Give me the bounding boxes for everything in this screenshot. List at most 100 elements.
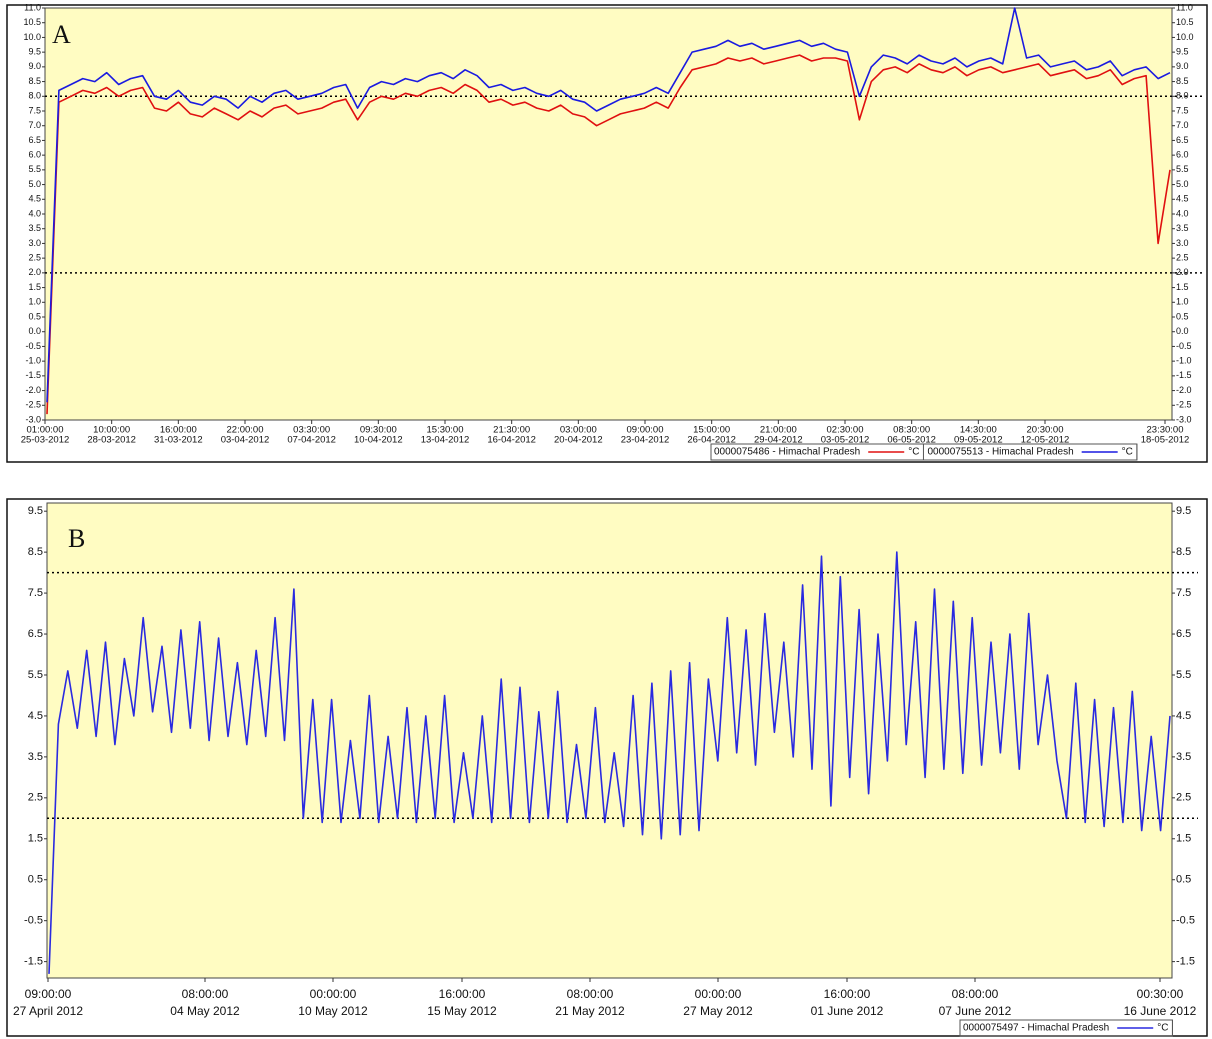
y-tick-label: 5.0 (28, 179, 41, 189)
y-tick-label: 11.0 (24, 2, 41, 12)
x-tick-date: 18-05-2012 (1141, 435, 1190, 446)
x-tick-date: 03-04-2012 (221, 435, 270, 446)
x-tick-date: 15 May 2012 (427, 1004, 497, 1018)
y-tick-label-right: 2.0 (1176, 267, 1189, 277)
y-tick-label-right: 4.5 (1176, 710, 1191, 722)
x-tick-time: 16:00:00 (160, 425, 197, 436)
y-tick-label: 9.0 (28, 61, 41, 71)
y-tick-label: 1.5 (28, 833, 43, 845)
y-tick-label: 7.0 (28, 120, 41, 130)
x-tick-date: 31-03-2012 (154, 435, 203, 446)
panel-a-plot (44, 7, 1173, 421)
y-tick-label-right: 4.5 (1176, 194, 1189, 204)
x-tick-date: 16-04-2012 (487, 435, 536, 446)
legend-label: 0000075513 - Himachal Pradesh (927, 447, 1073, 458)
y-tick-label-right: -1.0 (1176, 356, 1192, 366)
y-tick-label: -3.0 (25, 414, 41, 424)
x-tick-date: 12-05-2012 (1021, 435, 1070, 446)
x-tick-time: 01:00:00 (27, 425, 64, 436)
y-tick-label: 4.0 (28, 208, 41, 218)
legend-box (710, 443, 1138, 461)
x-tick-date: 13-04-2012 (421, 435, 470, 446)
y-tick-label: 6.5 (28, 628, 43, 640)
x-tick-date: 16 June 2012 (1124, 1004, 1197, 1018)
y-tick-label-right: 3.5 (1176, 223, 1189, 233)
legend-unit: °C (1157, 1023, 1168, 1034)
x-tick-date: 10 May 2012 (298, 1004, 368, 1018)
y-tick-label-right: -3.0 (1176, 414, 1192, 424)
y-tick-label-right: 10.5 (1176, 17, 1194, 27)
x-tick-time: 03:30:00 (293, 425, 330, 436)
x-tick-time: 15:00:00 (693, 425, 730, 436)
y-tick-label-right: -0.5 (1176, 915, 1195, 927)
x-tick-time: 20:30:00 (1027, 425, 1064, 436)
x-tick-time: 03:00:00 (560, 425, 597, 436)
y-tick-label-right: -2.5 (1176, 400, 1192, 410)
y-tick-label-right: 8.5 (1176, 76, 1189, 86)
x-tick-time: 10:00:00 (93, 425, 130, 436)
x-tick-time: 14:30:00 (960, 425, 997, 436)
y-tick-label-right: 6.0 (1176, 150, 1189, 160)
y-tick-label: 4.5 (28, 710, 43, 722)
y-tick-label: -1.5 (24, 956, 43, 968)
y-tick-label: 0.5 (28, 874, 43, 886)
y-tick-label-right: 11.0 (1176, 2, 1193, 12)
y-tick-label: 4.5 (28, 194, 41, 204)
x-tick-time: 00:00:00 (310, 987, 357, 1001)
y-tick-label-right: 7.5 (1176, 105, 1189, 115)
y-tick-label: 7.5 (28, 587, 43, 599)
x-tick-time: 00:00:00 (695, 987, 742, 1001)
y-tick-label: 6.0 (28, 150, 41, 160)
x-tick-date: 28-03-2012 (87, 435, 136, 446)
y-tick-label-right: 1.0 (1176, 297, 1189, 307)
y-tick-label: 8.5 (28, 546, 43, 558)
legend-box (959, 1019, 1173, 1037)
x-tick-date: 01 June 2012 (811, 1004, 884, 1018)
x-tick-date: 23-04-2012 (621, 435, 670, 446)
x-tick-date: 07-04-2012 (287, 435, 336, 446)
y-tick-label: -0.5 (25, 341, 41, 351)
y-tick-label-right: 6.5 (1176, 135, 1189, 145)
x-tick-time: 08:00:00 (952, 987, 999, 1001)
x-tick-date: 10-04-2012 (354, 435, 403, 446)
x-tick-time: 08:00:00 (567, 987, 614, 1001)
legend-unit: °C (908, 447, 919, 458)
y-tick-label-right: 3.0 (1176, 238, 1189, 248)
x-tick-time: 22:00:00 (227, 425, 264, 436)
x-tick-date: 21 May 2012 (555, 1004, 625, 1018)
x-tick-date: 06-05-2012 (887, 435, 936, 446)
x-tick-time: 00:30:00 (1137, 987, 1184, 1001)
y-tick-label-right: 9.0 (1176, 61, 1189, 71)
x-tick-date: 04 May 2012 (170, 1004, 240, 1018)
y-tick-label: 10.5 (23, 17, 41, 27)
y-tick-label: 3.5 (28, 751, 43, 763)
x-tick-time: 08:30:00 (893, 425, 930, 436)
legend-unit: °C (1122, 447, 1133, 458)
x-tick-time: 09:00:00 (627, 425, 664, 436)
y-tick-label-right: 2.5 (1176, 253, 1189, 263)
x-tick-time: 09:00:00 (25, 987, 72, 1001)
y-tick-label: 2.5 (28, 792, 43, 804)
y-tick-label: -2.0 (25, 385, 41, 395)
y-tick-label-right: 9.5 (1176, 505, 1191, 517)
y-tick-label-right: 6.5 (1176, 628, 1191, 640)
y-tick-label: -0.5 (24, 915, 43, 927)
panel-b-plot (46, 502, 1173, 979)
x-tick-time: 21:30:00 (493, 425, 530, 436)
x-tick-date: 03-05-2012 (821, 435, 870, 446)
y-tick-label: -1.0 (25, 356, 41, 366)
x-tick-date: 27 May 2012 (683, 1004, 753, 1018)
x-tick-time: 21:00:00 (760, 425, 797, 436)
y-tick-label: 0.0 (28, 326, 41, 336)
y-tick-label-right: 5.0 (1176, 179, 1189, 189)
y-tick-label-right: 0.5 (1176, 311, 1189, 321)
x-tick-date: 25-03-2012 (21, 435, 70, 446)
x-tick-time: 16:00:00 (824, 987, 871, 1001)
x-tick-date: 20-04-2012 (554, 435, 603, 446)
series-line (46, 7, 1171, 403)
y-tick-label-right: 5.5 (1176, 164, 1189, 174)
y-tick-label: 5.5 (28, 669, 43, 681)
series-line (46, 54, 1171, 415)
y-tick-label: 9.5 (28, 47, 41, 57)
